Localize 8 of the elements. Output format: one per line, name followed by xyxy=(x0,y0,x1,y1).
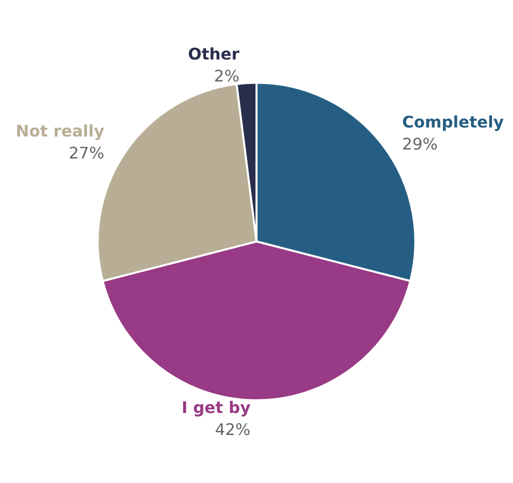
data-label: 29% xyxy=(402,134,438,154)
data-label: 42% xyxy=(214,420,250,439)
slice-label: Not really xyxy=(16,122,105,141)
slice-label: Other xyxy=(188,44,240,64)
slice-label: Completely xyxy=(402,112,504,132)
data-label: 2% xyxy=(214,66,240,86)
data-label: 27% xyxy=(68,144,104,163)
slice-label: I get by xyxy=(182,398,252,417)
